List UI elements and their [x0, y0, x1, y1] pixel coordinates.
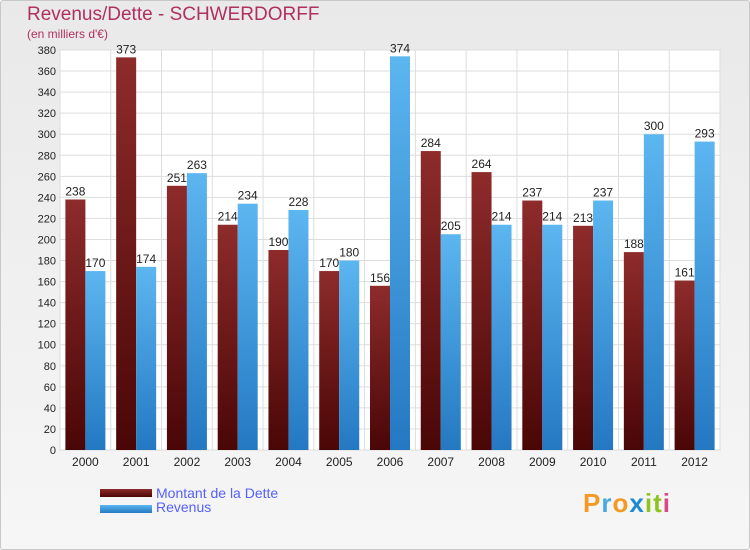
bar-revenus-2003 [237, 203, 258, 450]
value-label-revenus-2009: 214 [542, 210, 562, 224]
y-tick-label: 240 [38, 192, 56, 204]
y-tick-label: 180 [38, 256, 56, 268]
value-label-debt-2012: 161 [675, 266, 695, 280]
value-label-debt-2011: 188 [624, 237, 644, 251]
x-tick-label: 2012 [681, 455, 708, 469]
y-tick-label: 220 [38, 213, 56, 225]
value-labels: 2381703731742512632142341902281701801563… [65, 41, 715, 284]
bar-revenus-2002 [186, 173, 207, 450]
x-tick-label: 2008 [478, 455, 505, 469]
legend-swatch-debt [100, 489, 152, 497]
value-label-revenus-2001: 174 [136, 252, 156, 266]
value-label-revenus-2011: 300 [644, 119, 664, 133]
legend-swatch-revenus [100, 505, 152, 513]
value-label-debt-2004: 190 [268, 235, 288, 249]
value-label-revenus-2007: 205 [441, 219, 461, 233]
bar-revenus-2010 [593, 200, 614, 450]
bar-revenus-2012 [694, 141, 715, 450]
bar-debt-2011 [623, 252, 644, 450]
value-label-debt-2001: 373 [116, 42, 136, 56]
y-tick-label: 380 [38, 45, 56, 57]
bar-revenus-2000 [85, 271, 106, 450]
bar-debt-2007 [420, 151, 441, 451]
chart-title: Revenus/Dette - SCHWERDORFF [27, 4, 320, 25]
value-label-revenus-2000: 170 [85, 256, 105, 270]
bar-debt-2008 [471, 172, 492, 450]
bar-debt-2000 [65, 199, 86, 450]
bar-revenus-2004 [288, 210, 309, 450]
x-tick-label: 2004 [275, 455, 302, 469]
value-label-debt-2005: 170 [319, 256, 339, 270]
legend-label-debt: Montant de la Dette [156, 485, 279, 501]
x-tick-label: 2002 [174, 455, 201, 469]
x-tick-label: 2005 [326, 455, 353, 469]
value-label-debt-2009: 237 [522, 186, 542, 200]
value-label-debt-2002: 251 [167, 171, 187, 185]
value-label-debt-2008: 264 [472, 157, 492, 171]
x-tick-label: 2009 [529, 455, 556, 469]
bar-debt-2001 [116, 57, 137, 451]
x-tick-label: 2007 [427, 455, 454, 469]
bar-debt-2012 [674, 280, 695, 450]
y-tick-label: 60 [44, 382, 56, 394]
y-tick-label: 100 [38, 340, 56, 352]
bar-revenus-2007 [440, 234, 461, 450]
x-tick-label: 2000 [72, 455, 99, 469]
value-label-debt-2003: 214 [218, 210, 238, 224]
y-tick-label: 40 [44, 403, 56, 415]
value-label-debt-2007: 284 [421, 136, 441, 150]
x-tick-label: 2006 [377, 455, 404, 469]
value-label-debt-2010: 213 [573, 211, 593, 225]
proxiti-logo: Proxiti [583, 488, 671, 518]
value-label-revenus-2008: 214 [492, 210, 512, 224]
y-tick-label: 260 [38, 171, 56, 183]
legend-label-revenus: Revenus [156, 499, 212, 515]
bar-debt-2010 [573, 225, 594, 450]
y-tick-label: 20 [44, 424, 56, 436]
x-tick-label: 2010 [580, 455, 607, 469]
value-label-revenus-2006: 374 [390, 41, 410, 55]
y-tick-label: 140 [38, 298, 56, 310]
bar-revenus-2008 [491, 224, 512, 450]
bar-debt-2002 [166, 185, 187, 450]
bar-debt-2009 [522, 200, 543, 450]
bar-revenus-2009 [542, 224, 563, 450]
bar-debt-2004 [268, 250, 289, 450]
y-tick-label: 200 [38, 234, 56, 246]
chart-subtitle: (en milliers d'€) [27, 27, 108, 41]
y-tick-labels: 0 20 40 60 80 100 120 140 160 180 200 220 240 260 280 3… [38, 45, 56, 457]
y-tick-label: 160 [38, 277, 56, 289]
bar-revenus-2001 [136, 266, 157, 450]
bar-revenus-2006 [390, 56, 410, 450]
bar-debt-2005 [319, 271, 340, 450]
value-label-revenus-2002: 263 [187, 158, 207, 172]
y-tick-label: 300 [38, 129, 56, 141]
x-tick-label: 2011 [631, 455, 657, 469]
value-label-debt-2000: 238 [65, 184, 85, 198]
y-tick-label: 80 [44, 361, 56, 373]
bars [65, 56, 715, 451]
x-tick-labels: 2000 2001 2002 2003 2004 2005 2006 2007 2008 2009… [72, 455, 708, 469]
value-label-revenus-2004: 228 [288, 195, 308, 209]
value-label-revenus-2012: 293 [695, 127, 715, 141]
value-label-revenus-2005: 180 [339, 246, 359, 260]
y-tick-label: 360 [38, 66, 56, 78]
bar-debt-2006 [370, 285, 390, 450]
y-tick-label: 120 [38, 319, 56, 331]
value-label-revenus-2010: 237 [593, 186, 613, 200]
y-tick-label: 320 [38, 108, 56, 120]
x-tick-label: 2001 [123, 455, 150, 469]
x-tick-label: 2003 [224, 455, 251, 469]
y-tick-label: 280 [38, 150, 56, 162]
y-tick-label: 0 [50, 445, 56, 457]
bar-debt-2003 [217, 224, 238, 450]
y-tick-label: 340 [38, 87, 56, 99]
value-label-revenus-2003: 234 [238, 189, 258, 203]
bar-revenus-2011 [643, 134, 664, 451]
bar-revenus-2005 [339, 260, 360, 450]
value-label-debt-2006: 156 [370, 271, 390, 285]
